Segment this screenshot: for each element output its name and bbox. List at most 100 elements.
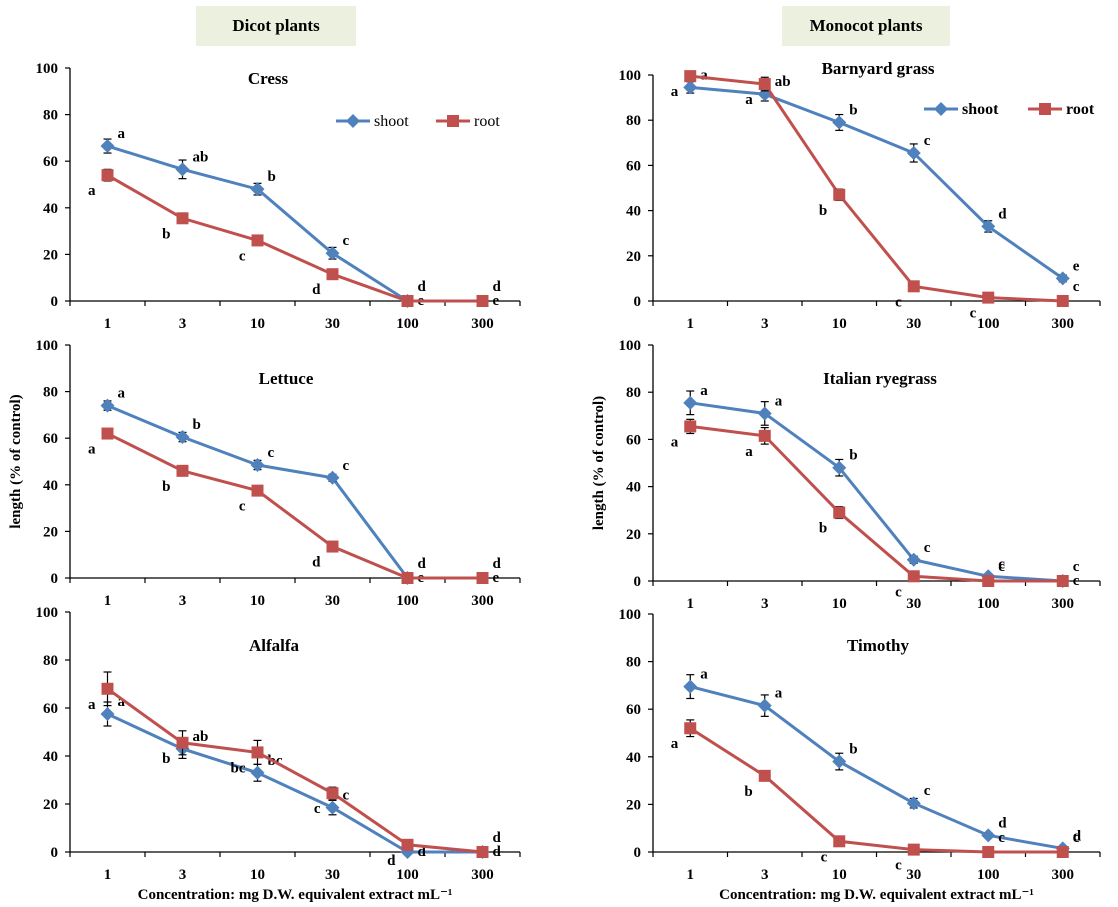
shoot-line: [106, 712, 483, 854]
x-tick-label: 30: [325, 316, 340, 332]
root-line: [690, 74, 1063, 303]
significance-letter: a: [671, 434, 679, 450]
y-tick-label: 0: [634, 574, 642, 590]
y-tick-label: 80: [43, 385, 58, 401]
x-tick-label: 10: [832, 316, 847, 332]
y-axis-title: length (% of control): [8, 394, 24, 528]
significance-letter: a: [118, 694, 126, 710]
y-axis-title: length (% of control): [591, 396, 607, 530]
significance-letter: c: [895, 858, 902, 874]
x-tick-label: 10: [250, 316, 265, 332]
legend: shoot root: [924, 101, 1095, 118]
significance-letter: a: [118, 126, 126, 142]
significance-letter: a: [745, 92, 753, 108]
significance-letter: c: [998, 830, 1005, 846]
significance-letter: b: [819, 521, 827, 537]
y-tick-label: 0: [51, 845, 59, 861]
significance-letter: c: [895, 294, 902, 310]
significance-letter: b: [849, 742, 857, 758]
significance-letter: c: [1073, 559, 1080, 575]
shoot-point: [683, 679, 698, 694]
significance-letter: d: [998, 815, 1007, 831]
significance-letter: c: [343, 458, 350, 474]
y-tick-label: 100: [619, 338, 642, 354]
root-point: [833, 506, 846, 519]
y-tick-label: 100: [619, 607, 642, 623]
x-tick-label: 3: [761, 596, 769, 612]
legend-root-label: root: [1066, 101, 1095, 118]
significance-letter: e: [1073, 258, 1080, 274]
x-tick-label: 3: [179, 593, 187, 609]
shoot-point: [100, 139, 115, 154]
x-axis-title: Concentration: mg D.W. equivalent extrac…: [719, 887, 1034, 903]
x-tick-label: 100: [396, 867, 419, 883]
y-tick-label: 40: [626, 750, 641, 766]
root-point: [251, 484, 264, 497]
series-root: a b c d d d: [88, 427, 502, 584]
significance-letter: b: [193, 417, 201, 433]
root-point: [758, 78, 771, 91]
significance-letter: a: [775, 393, 783, 409]
significance-letter: c: [970, 306, 977, 322]
significance-letter: d: [418, 556, 427, 572]
x-tick-label: 30: [325, 867, 340, 883]
root-point: [758, 429, 771, 442]
x-tick-label: 30: [906, 867, 921, 883]
x-tick-label: 300: [1052, 596, 1075, 612]
y-tick-label: 80: [626, 385, 641, 401]
root-line: [690, 424, 1063, 583]
shoot-point: [1055, 271, 1070, 286]
shoot-point: [757, 698, 772, 713]
significance-letter: b: [162, 226, 170, 242]
root-line: [106, 173, 483, 303]
root-line: [106, 687, 483, 854]
y-tick-label: 80: [43, 653, 58, 669]
y-tick-label: 0: [634, 294, 642, 310]
x-tick-label: 10: [832, 867, 847, 883]
shoot-point: [832, 460, 847, 475]
root-point: [1056, 295, 1069, 307]
root-point: [476, 295, 489, 307]
shoot-point: [100, 707, 115, 721]
significance-letter: a: [118, 386, 126, 402]
significance-letter: a: [700, 667, 708, 683]
shoot-point: [100, 398, 115, 413]
legend-shoot-marker: [346, 114, 360, 128]
significance-letter: b: [849, 102, 857, 118]
chart-title: Alfalfa: [249, 636, 300, 655]
significance-letter: c: [895, 584, 902, 600]
significance-letter: d: [312, 282, 321, 298]
y-tick-label: 80: [43, 108, 58, 124]
shoot-point: [325, 470, 340, 485]
y-tick-label: 20: [43, 524, 58, 540]
chart-title: Timothy: [847, 636, 910, 655]
y-tick-label: 40: [43, 201, 58, 217]
chart-title: Barnyard grass: [822, 59, 935, 78]
y-tick-label: 60: [626, 432, 641, 448]
significance-letter: c: [239, 248, 246, 264]
y-tick-label: 60: [626, 158, 641, 174]
y-tick-label: 20: [626, 249, 641, 265]
root-line: [689, 726, 1063, 854]
shoot-point: [906, 796, 921, 811]
shoot-point: [832, 754, 847, 769]
significance-letter: ab: [775, 74, 791, 90]
significance-letter: d: [1073, 828, 1082, 844]
shoot-point: [832, 115, 847, 130]
significance-letter: c: [1073, 573, 1080, 589]
y-tick-label: 100: [36, 605, 59, 621]
root-point: [476, 572, 489, 584]
x-tick-label: 100: [977, 867, 1000, 883]
shoot-point: [250, 182, 265, 197]
dicot-group-label: Dicot plants: [196, 6, 356, 46]
x-axis-title: Concentration: mg D.W. equivalent extrac…: [138, 887, 453, 903]
root-point: [326, 540, 339, 553]
root-point: [101, 682, 114, 695]
significance-letter: d: [493, 279, 502, 295]
significance-letter: c: [239, 499, 246, 515]
